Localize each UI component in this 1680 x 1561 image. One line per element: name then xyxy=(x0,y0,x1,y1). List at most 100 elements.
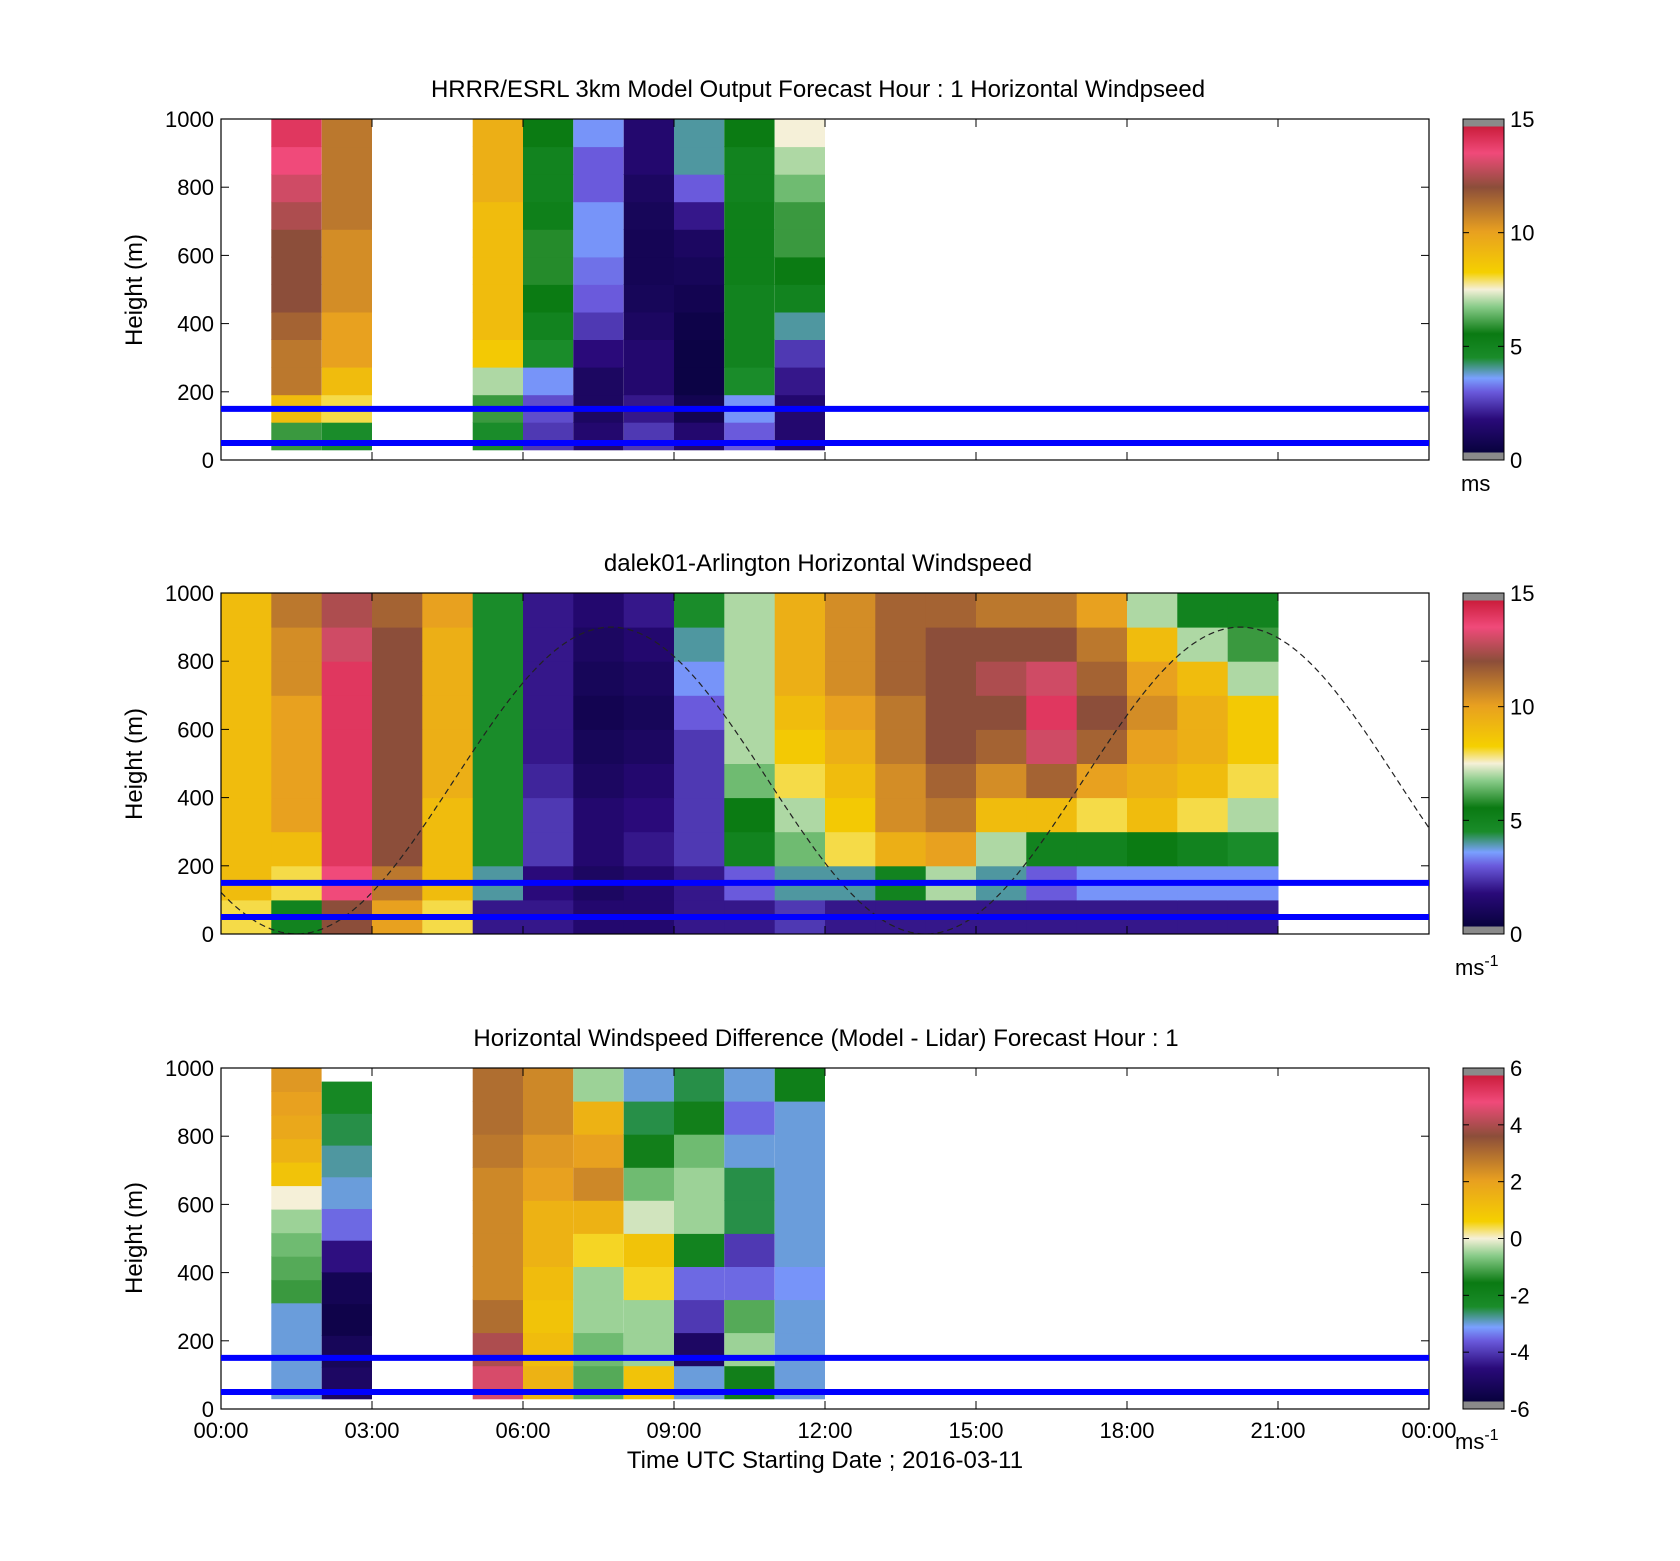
heatmap-cell xyxy=(573,201,624,230)
heatmap-cell xyxy=(523,422,574,451)
y-tick-label: 1000 xyxy=(165,581,214,606)
heatmap-cell xyxy=(674,422,725,451)
heatmap-cell xyxy=(724,1134,775,1168)
heatmap-cell xyxy=(221,763,272,799)
y-tick-label: 200 xyxy=(177,1329,214,1354)
heatmap-cell xyxy=(674,1299,725,1334)
heatmap-cell xyxy=(573,367,624,396)
heatmap-cell xyxy=(271,831,323,867)
heatmap-cell xyxy=(825,593,876,628)
y-tick-label: 600 xyxy=(177,243,214,268)
heatmap-cell xyxy=(1127,627,1178,662)
heatmap-cell xyxy=(976,627,1027,662)
heatmap-cell xyxy=(724,229,775,258)
colorbar-tick-label: 5 xyxy=(1510,808,1522,833)
colorbar-tick-label: 15 xyxy=(1510,581,1534,606)
heatmap-cell xyxy=(573,119,624,148)
heatmap-cell xyxy=(674,1134,725,1168)
colorbar-tick-label: 2 xyxy=(1510,1170,1522,1195)
panel-difference-cells xyxy=(271,1068,825,1400)
heatmap-cell xyxy=(271,593,323,628)
heatmap-cell xyxy=(774,1200,825,1234)
heatmap-cell xyxy=(925,695,977,730)
heatmap-cell xyxy=(1227,627,1279,662)
heatmap-cell xyxy=(674,593,725,628)
heatmap-cell xyxy=(774,367,825,396)
heatmap-cell xyxy=(976,661,1027,696)
heatmap-cell xyxy=(774,256,825,285)
heatmap-cell xyxy=(623,1068,674,1102)
heatmap-cell xyxy=(523,763,574,799)
heatmap-cell xyxy=(774,729,826,764)
heatmap-cell xyxy=(422,763,474,799)
heatmap-cell xyxy=(573,311,624,340)
heatmap-cell xyxy=(1227,763,1279,799)
heatmap-cell xyxy=(1127,729,1178,764)
heatmap-cell xyxy=(774,284,825,313)
heatmap-cell xyxy=(523,119,574,148)
heatmap-cell xyxy=(573,422,624,451)
heatmap-cell xyxy=(472,1332,523,1367)
heatmap-cell xyxy=(623,1233,674,1267)
heatmap-cell xyxy=(573,229,624,258)
heatmap-cell xyxy=(271,661,323,696)
heatmap-cell xyxy=(573,256,624,285)
heatmap-cell xyxy=(472,1134,523,1168)
heatmap-cell xyxy=(573,729,625,764)
x-tick-label: 00:00 xyxy=(1401,1418,1456,1443)
heatmap-cell xyxy=(724,763,776,799)
heatmap-cell xyxy=(674,1068,725,1102)
heatmap-cell xyxy=(1026,593,1078,628)
heatmap-cell xyxy=(774,1332,825,1367)
heatmap-cell xyxy=(724,1332,775,1367)
heatmap-cell xyxy=(1177,695,1229,730)
heatmap-cell xyxy=(472,627,524,662)
heatmap-cell xyxy=(472,729,524,764)
heatmap-cell xyxy=(875,831,927,867)
colorbar-end-cap xyxy=(1463,452,1504,460)
heatmap-cell xyxy=(271,1091,322,1116)
y-tick-label: 400 xyxy=(177,1261,214,1286)
heatmap-cell xyxy=(1076,627,1128,662)
heatmap-cell xyxy=(1127,797,1178,833)
heatmap-cell xyxy=(825,797,876,833)
heatmap-cell xyxy=(422,593,474,628)
heatmap-cell xyxy=(271,1115,322,1140)
heatmap-cell xyxy=(523,1101,574,1135)
heatmap-cell xyxy=(523,1167,574,1201)
heatmap-cell xyxy=(523,729,574,764)
heatmap-cell xyxy=(422,729,474,764)
heatmap-cell xyxy=(372,729,423,764)
heatmap-cell xyxy=(523,695,574,730)
heatmap-cell xyxy=(674,367,725,396)
heatmap-cell xyxy=(1076,831,1128,867)
panel-model-ylabel: Height (m) xyxy=(121,234,148,346)
heatmap-cell xyxy=(1076,797,1128,833)
heatmap-cell xyxy=(724,1068,775,1102)
heatmap-cell xyxy=(321,797,373,833)
heatmap-cell xyxy=(573,695,625,730)
heatmap-cell xyxy=(523,831,574,867)
y-tick-label: 600 xyxy=(177,1192,214,1217)
heatmap-cell xyxy=(623,422,674,451)
colorbar-end-cap xyxy=(1463,593,1504,601)
heatmap-cell xyxy=(774,229,825,258)
heatmap-cell xyxy=(472,1266,523,1301)
heatmap-cell xyxy=(472,422,523,451)
x-tick-label: 00:00 xyxy=(193,1418,248,1443)
colorbar-end-cap xyxy=(1463,1401,1504,1409)
x-tick-label: 15:00 xyxy=(948,1418,1003,1443)
colorbar-tick-label: 0 xyxy=(1510,922,1522,947)
heatmap-cell xyxy=(623,256,674,285)
heatmap-cell xyxy=(774,695,826,730)
heatmap-cell xyxy=(774,627,826,662)
heatmap-cell xyxy=(1177,831,1229,867)
heatmap-cell xyxy=(372,627,423,662)
heatmap-cell xyxy=(774,831,826,867)
heatmap-cell xyxy=(724,1200,775,1234)
heatmap-cell xyxy=(925,797,977,833)
heatmap-cell xyxy=(774,763,826,799)
heatmap-cell xyxy=(573,339,624,368)
heatmap-cell xyxy=(271,1279,322,1304)
heatmap-cell xyxy=(724,695,776,730)
